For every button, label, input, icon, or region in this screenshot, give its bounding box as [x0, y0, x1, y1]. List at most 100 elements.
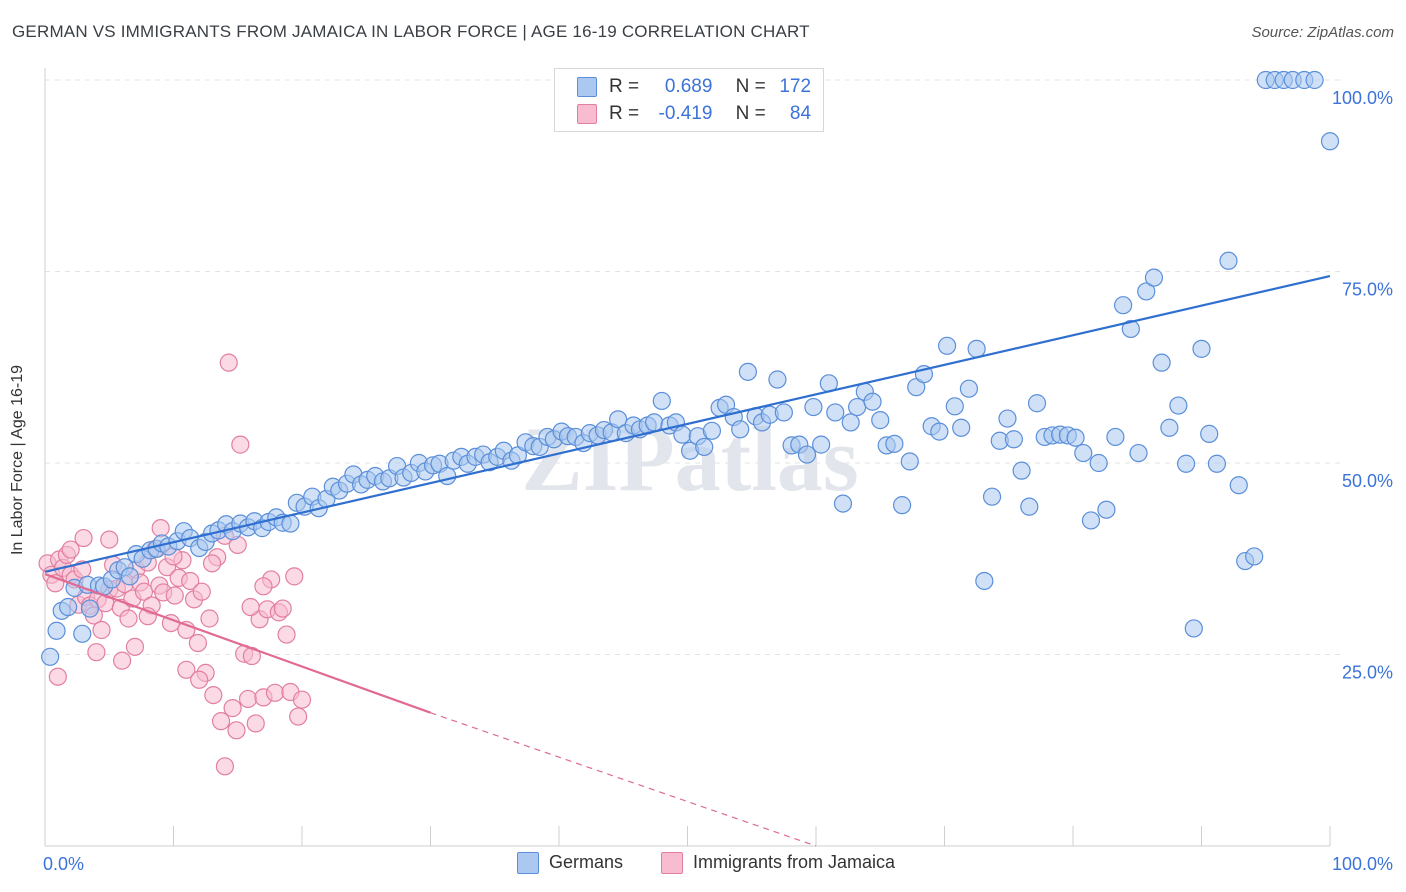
source-label: Source: ZipAtlas.com [1251, 24, 1394, 41]
jamaica-point [100, 530, 119, 549]
german-point [982, 487, 1002, 506]
german-point [1207, 454, 1227, 473]
stats-row-germans: R = 0.689 N = 172 [577, 75, 811, 99]
german-point [885, 434, 904, 453]
jamaica-point [231, 435, 250, 454]
x-tick-label: 0.0% [43, 854, 84, 874]
german-point [768, 370, 787, 389]
jamaica-point [74, 528, 93, 548]
grid-layer [45, 79, 1340, 655]
y-tick-label: 75.0% [1342, 280, 1393, 300]
jamaica-r-value: -0.419 [658, 103, 713, 124]
german-point [952, 418, 971, 437]
jamaica-point [238, 689, 258, 709]
germans-n-label: N = [735, 76, 766, 97]
german-point [945, 397, 964, 416]
jamaica-point [87, 643, 106, 662]
german-point [59, 597, 78, 617]
german-point [1081, 511, 1101, 530]
german-point [702, 421, 722, 440]
y-tick-label: 50.0% [1342, 471, 1393, 491]
jamaica-point [177, 660, 196, 679]
german-point [900, 452, 919, 471]
jamaica-point [192, 582, 211, 601]
legend-label-jamaica: Immigrants from Jamaica [693, 852, 896, 872]
german-point [695, 437, 714, 457]
jamaica-point [200, 609, 219, 628]
tick-label-layer: 25.0% 50.0% 75.0% 100.0% 0.0% 100.0% [43, 88, 1393, 874]
german-point [892, 496, 912, 515]
jamaica-point [211, 712, 231, 731]
german-point [652, 391, 671, 411]
german-point [930, 422, 949, 441]
german-point [438, 466, 457, 486]
jamaica-point [219, 353, 238, 372]
y-tick-label: 100.0% [1332, 88, 1393, 108]
german-point [937, 336, 957, 355]
german-point [841, 413, 860, 432]
german-point [1320, 132, 1340, 151]
jamaica-n-label: N = [735, 103, 766, 124]
jamaica-r-label: R = [609, 103, 640, 124]
germans-r-value: 0.689 [664, 76, 713, 97]
german-point [1144, 268, 1164, 287]
jamaica-point [188, 633, 208, 653]
german-point [738, 362, 757, 381]
german-point [73, 624, 92, 643]
german-point [998, 409, 1017, 428]
germans-swatch [577, 76, 597, 97]
chart-title: GERMAN VS IMMIGRANTS FROM JAMAICA IN LAB… [12, 22, 810, 41]
jamaica-point [241, 597, 260, 617]
jamaica-point [48, 667, 67, 686]
x-tick-label: 100.0% [1332, 854, 1393, 874]
german-point [1192, 339, 1211, 358]
german-point [1027, 394, 1047, 413]
jamaica-point [265, 683, 285, 702]
german-point [1229, 476, 1248, 495]
german-point [1137, 282, 1156, 301]
jamaica-point [223, 699, 242, 718]
german-point [644, 413, 664, 432]
jamaica-n-value: 84 [789, 103, 812, 124]
jamaica-point [181, 571, 200, 591]
legend-swatch-jamaica [661, 852, 683, 875]
jamaica-point [215, 757, 234, 776]
y-tick-label: 25.0% [1342, 663, 1393, 683]
german-point [1074, 443, 1093, 463]
german-point [120, 567, 139, 586]
german-point [774, 403, 793, 422]
german-point [1245, 547, 1264, 566]
legend-item-jamaica[interactable]: Immigrants from Jamaica [661, 852, 896, 875]
y-axis-label: In Labor Force | Age 16-19 [9, 364, 26, 556]
jamaica-swatch [577, 103, 597, 124]
jamaica-point [289, 707, 308, 726]
legend-label-germans: Germans [549, 852, 624, 872]
german-point [1129, 443, 1148, 463]
jamaica-point [277, 625, 296, 644]
german-point [1160, 418, 1179, 437]
german-point [80, 599, 100, 618]
germans-r-label: R = [609, 76, 640, 97]
jamaica-point [202, 554, 222, 573]
german-point [1106, 427, 1125, 447]
jamaica-point [61, 540, 80, 559]
german-point [1121, 319, 1140, 339]
jamaica-point [246, 714, 265, 733]
jamaica-point [165, 586, 184, 605]
jamaica-point [227, 721, 246, 740]
jamaica-point [285, 567, 304, 586]
german-point [848, 397, 867, 417]
germans-trend-line [44, 275, 1331, 573]
german-point [1097, 500, 1116, 519]
jamaica-point [119, 609, 138, 628]
german-point [967, 339, 986, 358]
stats-legend: R = 0.689 N = 172 R = -0.419 N = 84 [554, 68, 824, 132]
german-point [812, 435, 831, 454]
jamaica-point [204, 685, 223, 705]
german-point [47, 621, 66, 640]
german-point [673, 425, 692, 444]
german-point [1219, 251, 1238, 270]
german-point [1012, 461, 1031, 480]
legend-item-germans[interactable]: Germans [517, 852, 624, 875]
jamaica-trend-extension [430, 712, 817, 847]
